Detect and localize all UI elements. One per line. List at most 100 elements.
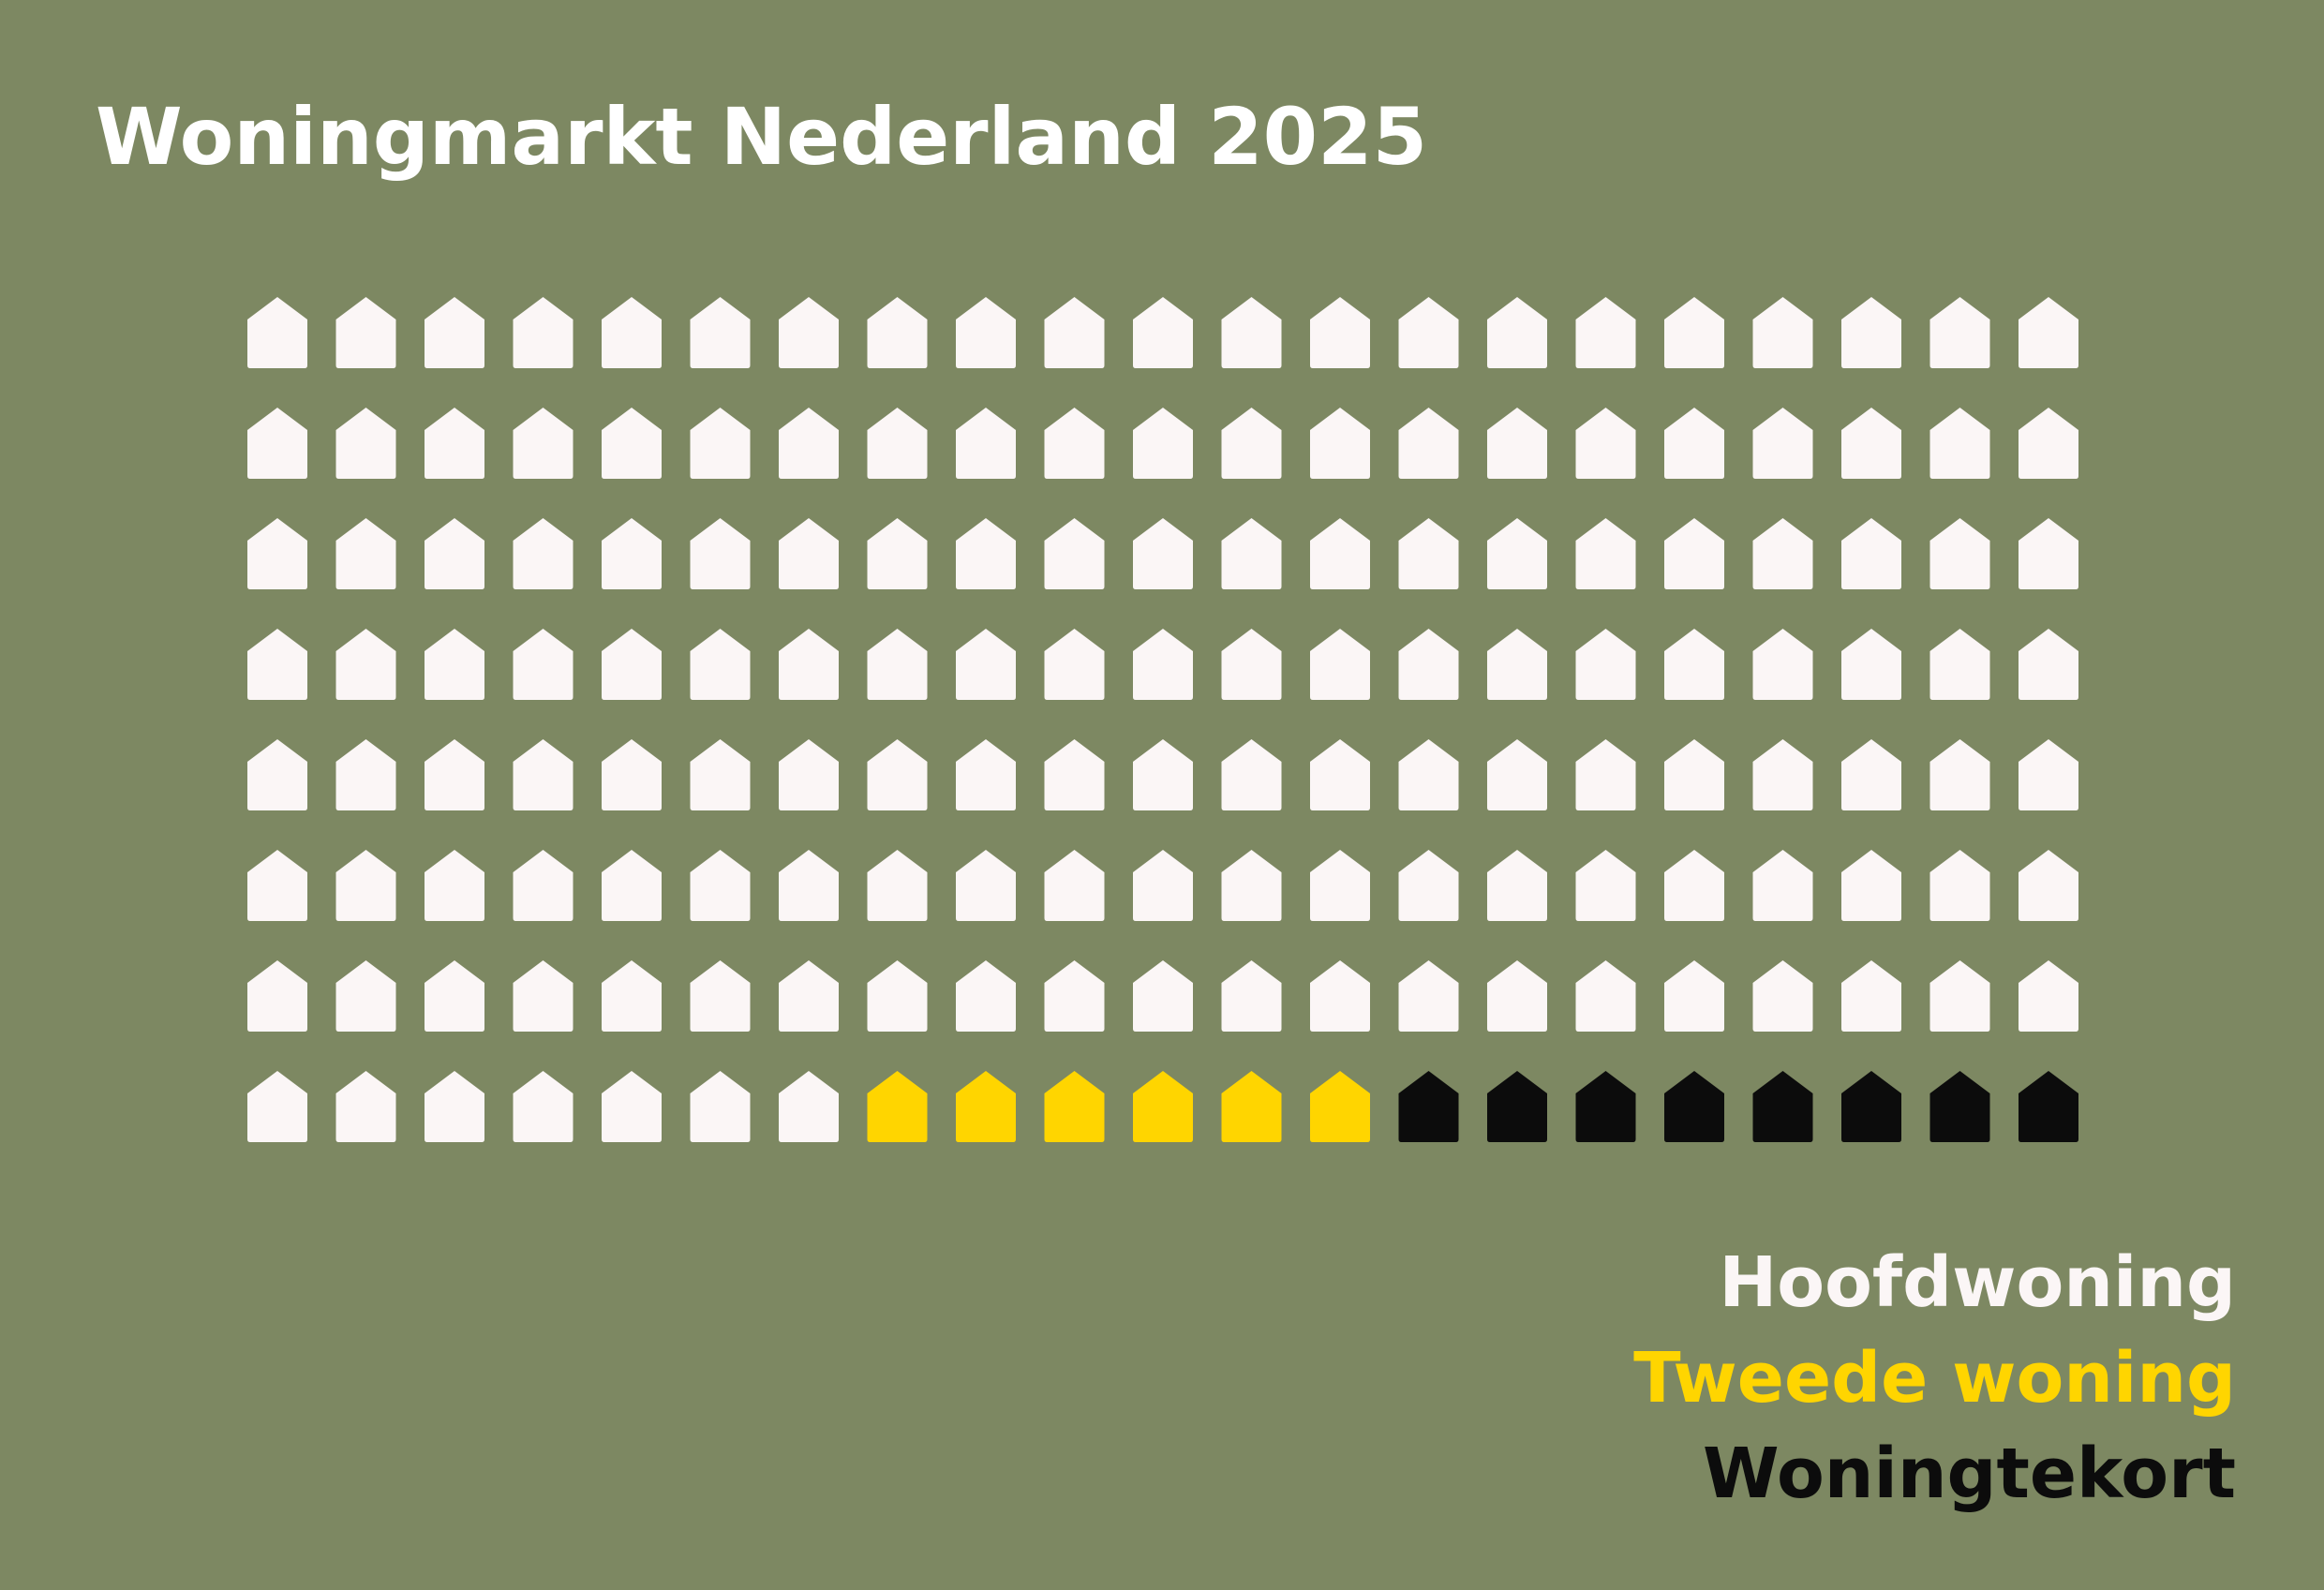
house-icon-hoofdwoning	[602, 739, 662, 810]
house-icon-woningtekort	[1664, 1071, 1724, 1142]
house-icon-hoofdwoning	[1841, 297, 1901, 368]
house-icon-hoofdwoning	[1752, 850, 1813, 921]
house-icon-hoofdwoning	[247, 408, 307, 479]
house-icon-hoofdwoning	[1841, 518, 1901, 589]
house-icon-hoofdwoning	[1310, 629, 1370, 700]
house-icon-hoofdwoning	[690, 297, 751, 368]
house-icon-hoofdwoning	[335, 1071, 396, 1142]
house-icon-hoofdwoning	[2019, 739, 2078, 810]
house-icon-hoofdwoning	[1044, 629, 1105, 700]
house-icon-hoofdwoning	[1398, 739, 1459, 810]
house-icon-hoofdwoning	[602, 408, 662, 479]
house-icon-hoofdwoning	[335, 518, 396, 589]
house-icon-hoofdwoning	[1487, 629, 1547, 700]
house-icon-hoofdwoning	[1310, 297, 1370, 368]
house-icon-hoofdwoning	[1487, 408, 1547, 479]
house-icon-hoofdwoning	[2019, 518, 2078, 589]
house-icon-hoofdwoning	[602, 850, 662, 921]
house-icon-tweede-woning	[1044, 1071, 1105, 1142]
house-icon-woningtekort	[1575, 1071, 1636, 1142]
house-icon-hoofdwoning	[1929, 629, 1990, 700]
house-icon-hoofdwoning	[513, 1071, 574, 1142]
house-icon-hoofdwoning	[1487, 850, 1547, 921]
house-icon-hoofdwoning	[1310, 518, 1370, 589]
house-icon-hoofdwoning	[1752, 408, 1813, 479]
house-icon-hoofdwoning	[425, 960, 484, 1032]
house-icon-hoofdwoning	[1133, 850, 1193, 921]
house-icon-hoofdwoning	[1044, 739, 1105, 810]
house-icon-hoofdwoning	[513, 518, 574, 589]
house-icon-woningtekort	[1752, 1071, 1813, 1142]
house-icon-hoofdwoning	[1929, 739, 1990, 810]
house-icon-hoofdwoning	[1487, 739, 1547, 810]
house-icon-tweede-woning	[1310, 1071, 1370, 1142]
legend-item-woningtekort: Woningtekort	[1702, 1434, 2236, 1514]
house-icon-hoofdwoning	[690, 850, 751, 921]
house-icon-hoofdwoning	[867, 518, 928, 589]
house-icon-hoofdwoning	[1310, 850, 1370, 921]
house-icon-hoofdwoning	[1133, 297, 1193, 368]
house-icon-hoofdwoning	[1841, 739, 1901, 810]
house-icon-hoofdwoning	[956, 518, 1016, 589]
house-icon-hoofdwoning	[1310, 408, 1370, 479]
house-icon-hoofdwoning	[1929, 960, 1990, 1032]
house-icon-hoofdwoning	[513, 629, 574, 700]
house-icon-tweede-woning	[1221, 1071, 1282, 1142]
house-icon-hoofdwoning	[425, 739, 484, 810]
house-icon-tweede-woning	[956, 1071, 1016, 1142]
house-icon-hoofdwoning	[1575, 739, 1636, 810]
house-icon-hoofdwoning	[335, 629, 396, 700]
legend-item-hoofdwoning: Hoofdwoning	[1719, 1242, 2236, 1323]
house-icon-hoofdwoning	[1929, 408, 1990, 479]
house-icon-hoofdwoning	[1398, 629, 1459, 700]
house-icon-hoofdwoning	[779, 1071, 839, 1142]
house-icon-hoofdwoning	[690, 1071, 751, 1142]
house-icon-hoofdwoning	[335, 408, 396, 479]
house-icon-hoofdwoning	[779, 297, 839, 368]
house-icon-hoofdwoning	[1752, 518, 1813, 589]
house-icon-hoofdwoning	[1487, 960, 1547, 1032]
house-icon-hoofdwoning	[956, 960, 1016, 1032]
house-icon-hoofdwoning	[513, 408, 574, 479]
house-icon-hoofdwoning	[1487, 518, 1547, 589]
house-icon-hoofdwoning	[335, 850, 396, 921]
house-icon-hoofdwoning	[779, 408, 839, 479]
house-icon-hoofdwoning	[867, 739, 928, 810]
house-icon-hoofdwoning	[1575, 850, 1636, 921]
house-icon-hoofdwoning	[247, 1071, 307, 1142]
house-icon-hoofdwoning	[1310, 960, 1370, 1032]
house-icon-hoofdwoning	[425, 850, 484, 921]
house-icon-woningtekort	[1398, 1071, 1459, 1142]
house-icon-hoofdwoning	[247, 518, 307, 589]
house-icon-hoofdwoning	[1044, 408, 1105, 479]
page-title: Woningmarkt Nederland 2025	[96, 91, 1428, 183]
house-icon-hoofdwoning	[1133, 518, 1193, 589]
house-icon-hoofdwoning	[1044, 960, 1105, 1032]
house-icon-hoofdwoning	[425, 408, 484, 479]
house-icon-hoofdwoning	[1044, 297, 1105, 368]
house-icon-hoofdwoning	[2019, 629, 2078, 700]
house-icon-hoofdwoning	[335, 297, 396, 368]
house-icon-hoofdwoning	[690, 408, 751, 479]
house-icon-hoofdwoning	[1664, 408, 1724, 479]
house-icon-hoofdwoning	[1664, 960, 1724, 1032]
house-icon-hoofdwoning	[1133, 739, 1193, 810]
house-icon-hoofdwoning	[2019, 960, 2078, 1032]
house-icon-hoofdwoning	[1929, 518, 1990, 589]
house-icon-hoofdwoning	[690, 629, 751, 700]
house-icon-hoofdwoning	[1398, 297, 1459, 368]
house-icon-hoofdwoning	[1752, 629, 1813, 700]
house-icon-hoofdwoning	[1929, 297, 1990, 368]
house-icon-hoofdwoning	[1752, 960, 1813, 1032]
house-icon-hoofdwoning	[779, 518, 839, 589]
house-icon-tweede-woning	[867, 1071, 928, 1142]
house-icon-hoofdwoning	[247, 739, 307, 810]
house-icon-hoofdwoning	[1044, 850, 1105, 921]
house-icon-hoofdwoning	[513, 739, 574, 810]
house-icon-hoofdwoning	[690, 739, 751, 810]
house-icon-woningtekort	[1487, 1071, 1547, 1142]
house-icon-hoofdwoning	[1310, 739, 1370, 810]
house-icon-hoofdwoning	[1752, 297, 1813, 368]
house-icon-hoofdwoning	[1841, 850, 1901, 921]
house-icon-hoofdwoning	[1664, 518, 1724, 589]
